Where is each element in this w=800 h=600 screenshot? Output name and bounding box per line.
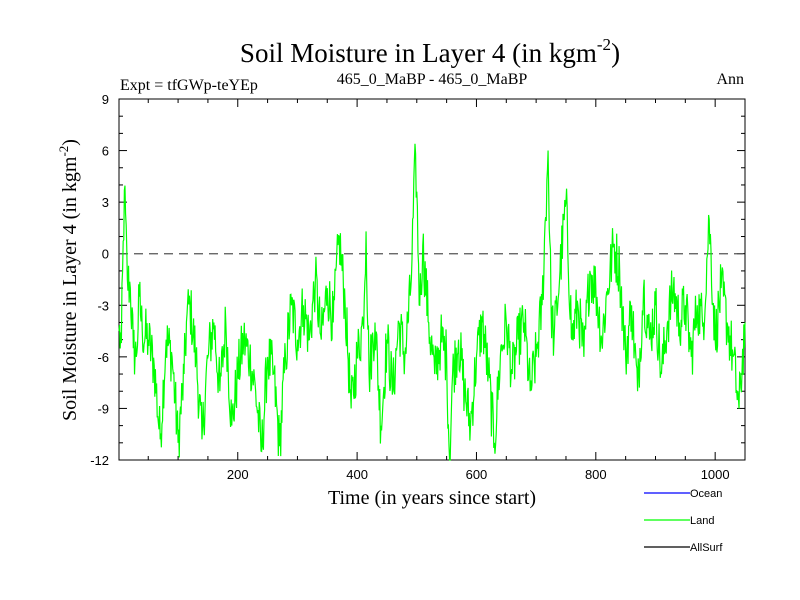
x-tick-label: 1000 <box>701 467 730 482</box>
axis-tick-labels: 9 6 3 0 -3 -6 -9 -12 200 400 600 800 1000 <box>90 92 729 482</box>
x-axis-label: Time (in years since start) <box>328 487 536 509</box>
axis-ticks <box>119 98 746 461</box>
subtitle-experiment: Expt = tfGWp-teYEp <box>120 77 258 94</box>
y-tick-label: -6 <box>97 350 109 365</box>
y-tick-label: -3 <box>97 298 109 313</box>
y-tick-label: 6 <box>102 144 109 159</box>
x-tick-label: 800 <box>585 467 607 482</box>
x-tick-label: 200 <box>227 467 249 482</box>
x-tick-label: 400 <box>346 467 368 482</box>
y-tick-label: 3 <box>102 195 109 210</box>
x-tick-label: 600 <box>466 467 488 482</box>
y-tick-label: -9 <box>97 401 109 416</box>
chart-title: Soil Moisture in Layer 4 (in kgm-2) <box>240 35 620 68</box>
subtitle-season: Ann <box>716 71 744 88</box>
legend-ocean-label: Ocean <box>690 488 722 500</box>
y-tick-label: 9 <box>102 92 109 107</box>
legend-allsurf-label: AllSurf <box>690 542 723 554</box>
plot-frame <box>118 98 746 461</box>
y-tick-label: -12 <box>90 453 109 468</box>
series-land-line <box>118 143 746 461</box>
y-axis-label: Soil Moisture in Layer 4 (in kgm-2) <box>56 139 81 421</box>
legend: Ocean Land AllSurf <box>644 488 723 554</box>
y-tick-label: 0 <box>102 247 109 262</box>
subtitle-period: 465_0_MaBP - 465_0_MaBP <box>337 71 528 88</box>
legend-land-label: Land <box>690 515 714 527</box>
